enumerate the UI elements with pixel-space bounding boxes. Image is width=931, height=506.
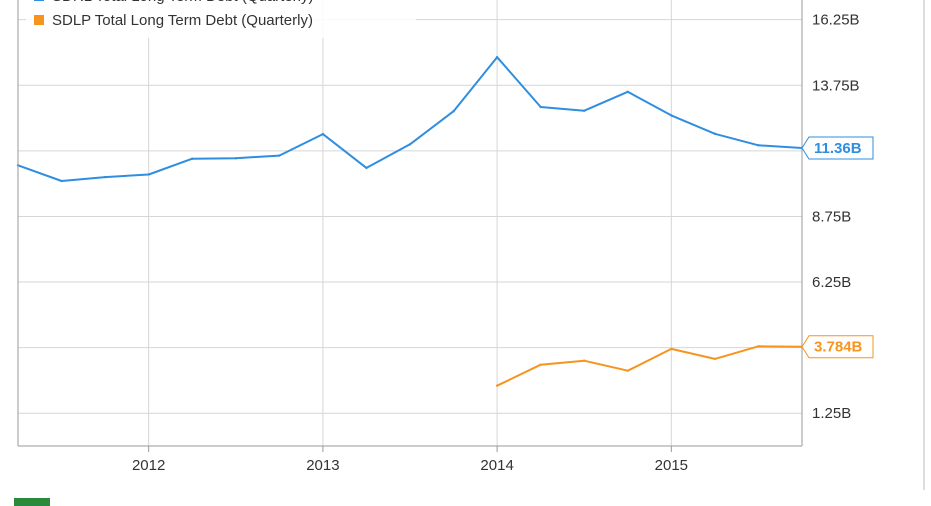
axes: 16.25B13.75B11.25B8.75B6.25B3.75B1.25B20…	[14, 0, 925, 506]
data-point	[495, 55, 499, 59]
data-point	[191, 157, 194, 160]
end-label-text: 3.784B	[814, 339, 863, 356]
data-point	[408, 143, 412, 146]
legend-background	[26, 0, 416, 38]
legend: SDRL Total Long Term Debt (Quarterly) SDL…	[26, 0, 416, 38]
x-tick-label: 2012	[132, 457, 165, 474]
legend-swatch	[34, 15, 44, 25]
data-point	[539, 363, 542, 366]
end-label-text: 11.36B	[814, 140, 862, 157]
ycharts-logo-icon	[14, 498, 50, 506]
data-point	[670, 347, 673, 351]
y-tick-label: 16.25B	[812, 12, 860, 29]
data-point	[495, 384, 499, 387]
y-tick-label: 13.75B	[812, 77, 860, 94]
data-point	[583, 109, 586, 112]
end-label-box	[801, 335, 874, 359]
series-layer	[16, 55, 804, 387]
data-point	[626, 369, 629, 372]
data-point	[670, 114, 673, 117]
legend-label: SDRL Total Long Term Debt (Quarterly)	[52, 0, 314, 5]
data-point	[278, 154, 281, 157]
grid-lines	[18, 0, 802, 446]
y-tick-label: 6.25B	[812, 274, 851, 291]
end-labels: 11.36B 3.784B	[801, 136, 874, 359]
end-label-box	[801, 136, 874, 160]
legend-swatch	[34, 0, 44, 1]
data-point	[321, 132, 325, 136]
y-tick-label: 8.75B	[812, 208, 851, 225]
data-point	[583, 359, 586, 362]
end-label-1: 3.784B	[801, 335, 874, 359]
data-point	[713, 357, 717, 361]
x-tick-label: 2015	[655, 457, 688, 474]
data-point	[147, 173, 150, 176]
data-point	[452, 110, 455, 113]
legend-label: SDLP Total Long Term Debt (Quarterly)	[52, 12, 313, 29]
x-tick-label: 2013	[306, 457, 339, 474]
data-point	[234, 156, 237, 160]
y-tick-label: 1.25B	[812, 405, 851, 422]
x-tick-label: 2014	[480, 457, 513, 474]
data-point	[365, 166, 368, 170]
data-point	[626, 90, 629, 94]
data-point	[757, 345, 760, 348]
data-point	[713, 132, 717, 135]
data-point	[60, 179, 63, 183]
data-point	[757, 144, 760, 147]
data-point	[103, 175, 107, 179]
end-label-0: 11.36B	[801, 136, 874, 160]
series-line-0	[17, 56, 803, 182]
series-line-1	[496, 345, 803, 387]
data-point	[539, 105, 542, 109]
